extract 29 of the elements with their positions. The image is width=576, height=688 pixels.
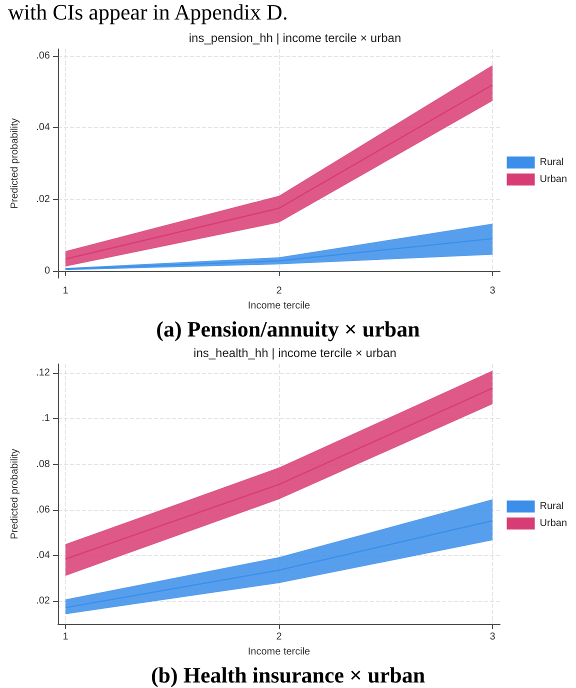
legend-label: Urban [540, 174, 568, 185]
x-tick-label: 1 [62, 286, 69, 296]
y-tick-label: .06 [36, 504, 50, 516]
y-tick-label: .08 [36, 458, 50, 470]
x-tick-label: 2 [276, 286, 282, 296]
x-tick-label: 3 [490, 286, 496, 296]
text: with CIs appear in Appendix D. [8, 0, 288, 24]
y-tick-label: .12 [36, 368, 50, 379]
y-tick-label: .04 [36, 122, 50, 134]
y-tick-label: .02 [36, 194, 50, 205]
y-tick-label: .1 [42, 413, 50, 424]
y-tick-label: .02 [36, 596, 50, 607]
y-tick-label: .06 [36, 50, 50, 62]
y-axis-title: Predicted probability [10, 448, 20, 540]
x-tick-label: 3 [490, 632, 496, 642]
y-tick-label: 0 [44, 265, 50, 276]
legend-label: Rural [540, 501, 564, 512]
text: (b) Health insurance × urban [150, 662, 426, 688]
y-axis-title: Predicted probability [10, 118, 20, 209]
x-axis-title: Income tercile [248, 646, 311, 658]
legend-label: Rural [540, 157, 564, 168]
chart-title: ins_health_hh | income tercile × urban [194, 346, 396, 360]
legend-label: Urban [540, 518, 568, 529]
x-tick-label: 2 [276, 632, 282, 642]
x-tick-label: 1 [62, 632, 69, 642]
chart-title: ins_pension_hh | income tercile × urban [188, 31, 402, 45]
y-tick-label: .04 [36, 550, 50, 562]
text: (a) Pension/annuity × urban [156, 316, 420, 342]
x-axis-title: Income tercile [248, 300, 311, 312]
